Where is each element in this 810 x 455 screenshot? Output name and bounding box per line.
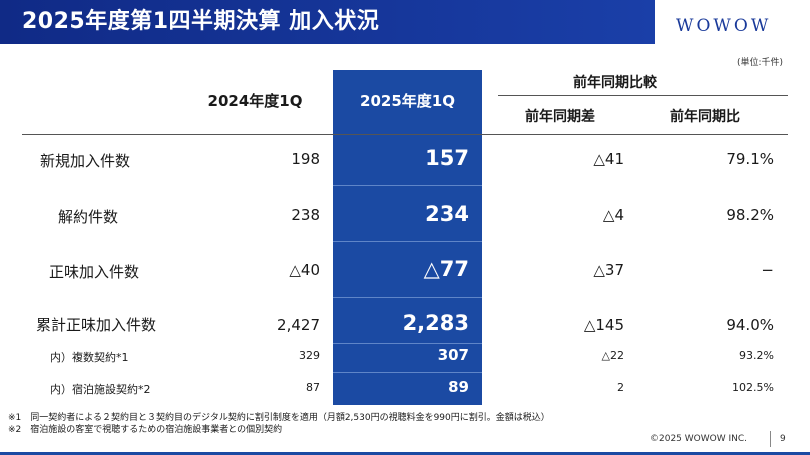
page-title: 2025年度第1四半期決算 加入状況 <box>22 9 380 34</box>
header-divider <box>22 134 788 135</box>
row-label: 解約件数 <box>58 208 119 226</box>
header-bar <box>0 0 655 44</box>
column-header-yoy-ratio: 前年同期比 <box>670 109 740 125</box>
cell-ratio: 94.0% <box>726 316 774 334</box>
column-row-separator <box>333 372 482 373</box>
footer-divider <box>770 431 771 447</box>
brand-logo: WOWOW <box>676 16 772 36</box>
cell-prev: 198 <box>291 150 320 168</box>
cell-prev: 329 <box>299 349 320 362</box>
header-divider <box>498 95 788 96</box>
cell-prev: 87 <box>306 381 320 394</box>
column-row-separator <box>333 343 482 344</box>
cell-ratio: 93.2% <box>739 349 774 362</box>
cell-diff: △4 <box>602 206 624 224</box>
footer-bar <box>0 452 810 455</box>
page-number: 9 <box>780 434 786 444</box>
cell-ratio: 98.2% <box>726 206 774 224</box>
footnote: ※1 同一契約者による２契約目と３契約目のデジタル契約に割引制度を適用（月額2,… <box>8 413 550 423</box>
cell-curr: △77 <box>423 257 469 281</box>
cell-curr: 89 <box>448 378 469 396</box>
row-label: 内）宿泊施設契約*2 <box>50 383 151 396</box>
cell-ratio: 79.1% <box>726 150 774 168</box>
cell-curr: 2,283 <box>402 311 469 335</box>
column-header-yoy-group: 前年同期比較 <box>573 75 657 91</box>
column-row-separator <box>333 241 482 242</box>
column-header-prev: 2024年度1Q <box>207 92 303 110</box>
cell-diff: △41 <box>593 150 624 168</box>
row-label: 正味加入件数 <box>49 263 140 281</box>
column-header-yoy-diff: 前年同期差 <box>525 109 595 125</box>
cell-ratio: 102.5% <box>732 381 774 394</box>
current-year-column-highlight <box>333 70 482 405</box>
cell-ratio: − <box>761 261 774 279</box>
cell-prev: △40 <box>289 261 320 279</box>
cell-diff: △37 <box>593 261 624 279</box>
footnote: ※2 宿泊施設の客室で視聴するための宿泊施設事業者との個別契約 <box>8 425 283 435</box>
column-header-curr: 2025年度1Q <box>360 92 455 110</box>
row-label: 内）複数契約*1 <box>50 351 129 364</box>
cell-diff: △22 <box>601 349 624 362</box>
cell-prev: 2,427 <box>277 316 320 334</box>
cell-diff: 2 <box>617 381 624 394</box>
unit-note: (単位:千件) <box>737 58 784 68</box>
cell-curr: 307 <box>437 346 469 364</box>
cell-curr: 157 <box>425 146 469 170</box>
cell-prev: 238 <box>291 206 320 224</box>
row-label: 新規加入件数 <box>40 152 131 170</box>
cell-diff: △145 <box>583 316 624 334</box>
column-row-separator <box>333 185 482 186</box>
row-label: 累計正味加入件数 <box>36 316 157 334</box>
cell-curr: 234 <box>425 202 469 226</box>
copyright: ©2025 WOWOW INC. <box>650 434 748 444</box>
column-row-separator <box>333 297 482 298</box>
